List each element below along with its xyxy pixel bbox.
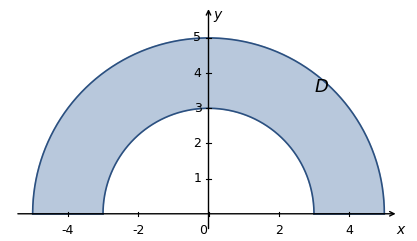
Text: -2: -2 [132, 224, 144, 237]
Polygon shape [33, 38, 384, 214]
Text: x: x [396, 223, 404, 237]
Text: 2: 2 [193, 137, 201, 150]
Text: -4: -4 [62, 224, 74, 237]
Text: 3: 3 [193, 102, 201, 115]
Text: 1: 1 [193, 172, 201, 185]
Text: y: y [214, 8, 222, 22]
Text: 0: 0 [199, 224, 207, 237]
Text: 5: 5 [193, 31, 201, 44]
Text: D: D [314, 78, 328, 96]
Text: 4: 4 [193, 67, 201, 80]
Text: 2: 2 [275, 224, 283, 237]
Text: 4: 4 [345, 224, 353, 237]
